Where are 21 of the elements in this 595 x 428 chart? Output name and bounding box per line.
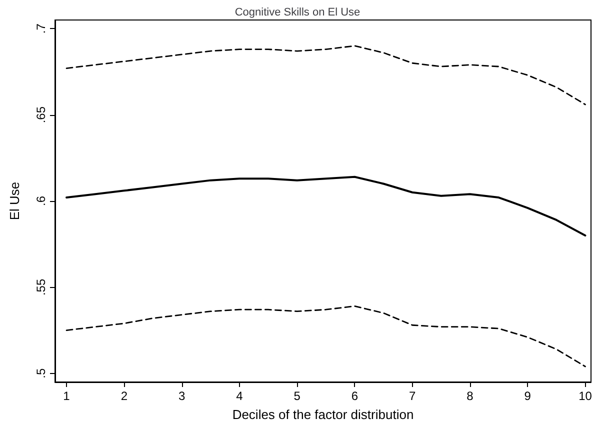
- x-tick-label: 6: [351, 389, 358, 403]
- y-axis-title: El Use: [7, 182, 22, 220]
- y-tick-label: .5: [34, 368, 48, 378]
- line-series: [66, 176, 586, 236]
- x-axis-title: Deciles of the factor distribution: [232, 407, 414, 422]
- y-tick-label: .6: [34, 196, 48, 206]
- x-tick-label: 9: [524, 389, 532, 403]
- x-tick-label: 8: [466, 389, 474, 403]
- y-tick-label: .7: [34, 23, 48, 34]
- line-series: [66, 45, 586, 106]
- x-tick-label: 2: [120, 389, 128, 403]
- y-tick-label: .55: [34, 278, 48, 296]
- x-tick-label: 4: [236, 389, 244, 403]
- y-tick-label: .65: [34, 106, 48, 124]
- x-tick-label: 10: [578, 389, 592, 403]
- x-tick-label: 7: [408, 389, 416, 403]
- chart-title: Cognitive Skills on El Use: [234, 6, 360, 18]
- x-tick-label: 3: [178, 389, 186, 403]
- x-tick-label: 1: [63, 389, 70, 403]
- line-series: [66, 305, 586, 368]
- x-tick-label: 5: [294, 389, 301, 403]
